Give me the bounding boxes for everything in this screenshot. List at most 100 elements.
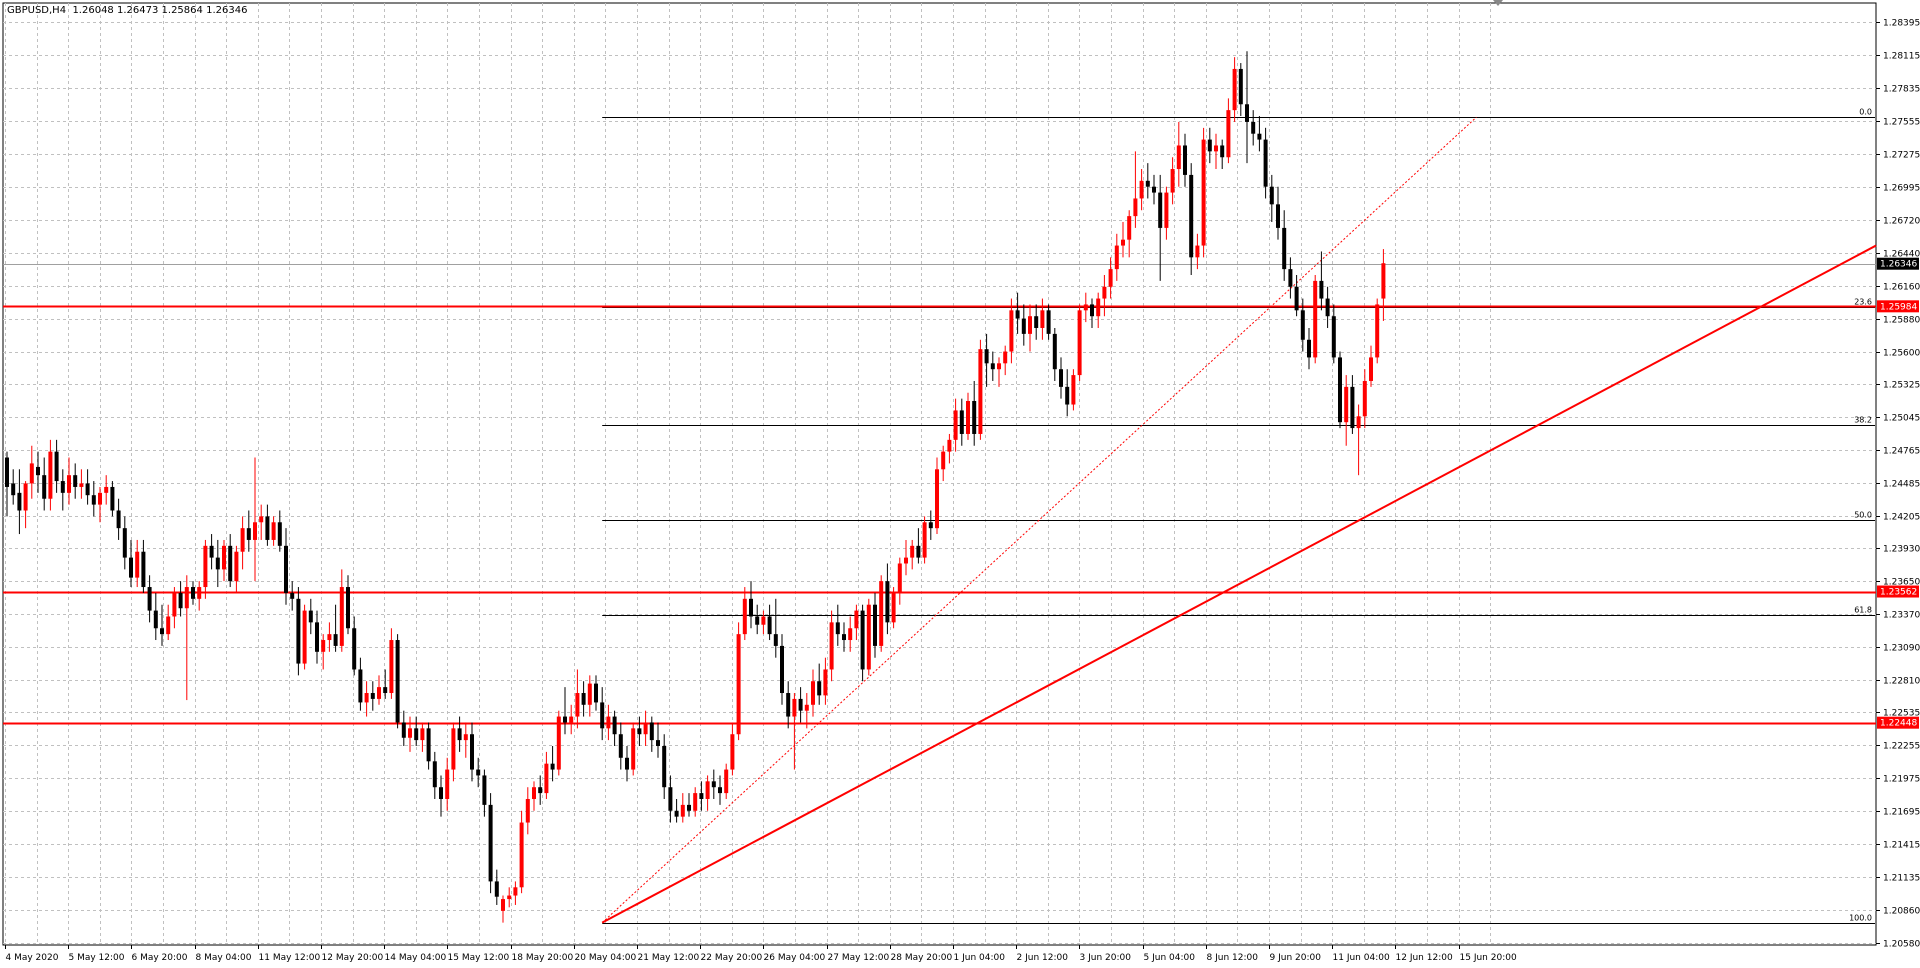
candle-body <box>265 516 270 540</box>
candle-body <box>693 793 698 811</box>
candle-body <box>550 763 555 770</box>
candle-body <box>1071 375 1076 405</box>
time-tick-label: 21 May 12:00 <box>638 953 700 963</box>
time-tick-label: 27 May 12:00 <box>828 953 890 963</box>
candle-body <box>451 728 456 770</box>
candle-body <box>835 622 840 635</box>
time-tick-label: 26 May 04:00 <box>764 953 826 963</box>
candle-body <box>525 798 530 823</box>
candle-body <box>625 757 629 770</box>
chart-shift-marker-icon[interactable] <box>1493 0 1503 6</box>
candle-body <box>277 522 282 546</box>
candle-body <box>1170 169 1175 193</box>
candle-body <box>184 587 189 609</box>
candle-body <box>48 451 53 499</box>
candle-body <box>463 734 468 741</box>
candle-body <box>426 728 431 762</box>
candle-body <box>978 349 983 434</box>
candle-body <box>457 728 462 741</box>
candle-body <box>17 492 22 511</box>
price-tick-label: 1.20860 <box>1883 907 1920 917</box>
candle-body <box>1282 227 1287 270</box>
candle-body <box>1288 269 1293 287</box>
candle-body <box>1313 280 1318 358</box>
candle-body <box>1164 192 1169 228</box>
candle-body <box>761 616 766 625</box>
candle-body <box>1375 304 1380 358</box>
candle-body <box>1077 310 1082 376</box>
candle-body <box>842 634 846 641</box>
candle-body <box>408 728 412 738</box>
level-price-tag <box>1877 300 1919 313</box>
candle-body <box>1009 310 1014 352</box>
time-tick-label: 18 May 20:00 <box>512 953 574 963</box>
candle-body <box>817 681 822 696</box>
candle-body <box>680 804 685 817</box>
candle-body <box>203 545 208 588</box>
candle-body <box>91 495 96 505</box>
candle-body <box>1245 104 1249 122</box>
time-tick-label: 5 May 12:00 <box>69 953 125 963</box>
candle-body <box>519 822 524 888</box>
candle-body <box>333 634 338 646</box>
candle-body <box>848 628 853 641</box>
time-tick-label: 22 May 20:00 <box>701 953 763 963</box>
price-tick-label: 1.23650 <box>1883 578 1920 588</box>
candle-body <box>984 349 989 364</box>
candle-body <box>928 522 933 529</box>
open-price: 1.26048 <box>72 5 114 16</box>
low-price: 1.25864 <box>161 5 203 16</box>
candle-body <box>141 551 146 588</box>
candle-body <box>1300 310 1305 340</box>
candle-body <box>1207 139 1212 152</box>
candle-body <box>699 793 704 799</box>
candle-body <box>1238 68 1243 105</box>
trendline <box>601 244 1877 924</box>
candle-body <box>1214 145 1218 152</box>
candle-body <box>668 787 673 811</box>
price-tick-label: 1.28115 <box>1883 52 1920 62</box>
candle-body <box>439 787 443 799</box>
price-tick-label: 1.25880 <box>1883 316 1920 326</box>
candle-body <box>910 545 915 558</box>
candle-body <box>296 598 301 664</box>
candle-body <box>544 763 549 794</box>
candle-body <box>1133 198 1138 217</box>
time-tick-label: 15 May 12:00 <box>448 953 510 963</box>
level-price-tag <box>1877 585 1919 598</box>
candle-body <box>364 693 369 703</box>
candle-body <box>792 698 797 717</box>
candle-body <box>1344 386 1349 423</box>
candle-body <box>23 483 28 511</box>
candle-body <box>160 628 164 635</box>
candle-body <box>445 769 450 799</box>
price-tick-label: 1.23090 <box>1883 644 1920 654</box>
candle-body <box>873 604 877 646</box>
time-tick-label: 5 Jun 04:00 <box>1144 953 1196 963</box>
candle-body <box>860 610 865 670</box>
price-tick-label: 1.21695 <box>1883 808 1920 818</box>
candle-body <box>147 587 152 611</box>
price-tick-label: 1.27835 <box>1883 85 1920 95</box>
price-tick-label: 1.28395 <box>1883 19 1920 29</box>
candle-body <box>569 716 574 723</box>
candle-body <box>891 592 896 623</box>
candle-body <box>885 581 890 623</box>
candle-body <box>1139 180 1144 199</box>
price-tick-label: 1.23930 <box>1883 545 1920 555</box>
candle-body <box>488 804 493 882</box>
candle-body <box>29 463 34 484</box>
candle-body <box>631 728 636 770</box>
candle-body <box>711 781 716 788</box>
candle-body <box>209 545 214 558</box>
candle-body <box>1263 139 1268 187</box>
candle-body <box>1307 339 1311 358</box>
candle-body <box>476 769 481 776</box>
price-tick-label: 1.24205 <box>1883 513 1920 523</box>
candle-body <box>246 528 251 540</box>
candle-body <box>352 628 357 670</box>
candle-body <box>1294 286 1299 311</box>
candle-body <box>1102 286 1107 299</box>
